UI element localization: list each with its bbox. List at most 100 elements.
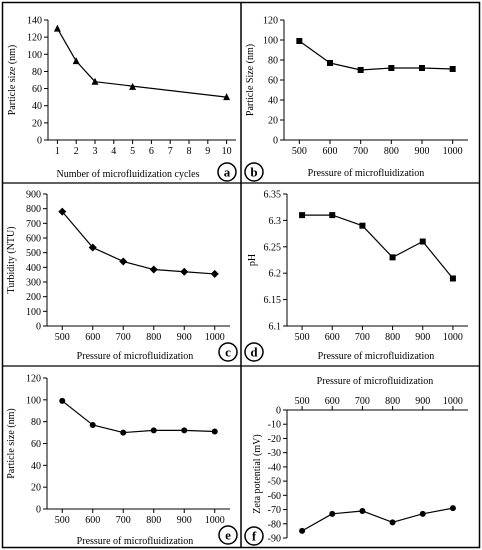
y-tick-label: -90 — [268, 534, 281, 545]
panel-c: 0 100 200 300 400 500 600 700 800 900 500 600 700 800… — [6, 190, 238, 362]
y-tick-label: 300 — [26, 278, 41, 289]
x-tick-label: 4 — [111, 146, 116, 157]
series-line-segment — [332, 510, 363, 515]
y-tick-label: 80 — [32, 67, 42, 78]
x-axis-title: Pressure of microfluidization — [318, 351, 435, 362]
y-tick-label: 600 — [26, 234, 41, 245]
data-point — [181, 427, 188, 434]
data-point — [419, 510, 426, 517]
x-tick-label: 900 — [415, 332, 430, 343]
y-tick-label: 100 — [26, 307, 41, 318]
series-line-segment — [332, 214, 363, 227]
y-tick-label: -70 — [268, 505, 281, 516]
series-line-segment — [184, 271, 215, 275]
x-tick-label: 500 — [295, 396, 310, 407]
y-tick-label: 100 — [26, 395, 41, 406]
data-point — [359, 507, 366, 514]
series-line-segment — [61, 211, 94, 248]
x-tick-label: 800 — [384, 146, 399, 157]
data-point — [58, 207, 67, 216]
series-line-segment — [153, 268, 185, 273]
x-tick-label: 500 — [55, 515, 70, 526]
y-tick-label: 6.2 — [269, 269, 282, 280]
data-point — [449, 66, 456, 72]
x-tick-label: 800 — [146, 515, 161, 526]
x-tick-label: 2 — [74, 146, 79, 157]
data-point — [211, 428, 218, 435]
y-tick-label: 6.15 — [264, 295, 282, 306]
x-axis-title: Pressure of microfluidization — [77, 536, 194, 547]
data-point — [88, 243, 97, 252]
y-tick-label: 20 — [268, 116, 278, 127]
x-axis-title: Pressure of microfluidization — [308, 168, 425, 179]
series-line-segment — [361, 225, 394, 258]
series-line-segment — [298, 40, 331, 64]
y-tick-label: -60 — [268, 491, 281, 502]
y-axis-title: Particle size (nm) — [7, 45, 18, 116]
y-tick-label: 0 — [273, 136, 278, 147]
y-tick-label: 100 — [27, 50, 42, 61]
y-tick-label: -40 — [268, 462, 281, 473]
x-tick-label: 3 — [93, 146, 98, 157]
y-axis-title: Turbidity (NTU) — [6, 226, 17, 293]
panel-badge-label: c — [225, 345, 231, 360]
series-line-segment — [123, 429, 154, 434]
data-point — [419, 238, 426, 245]
x-tick-label: 1 — [55, 146, 60, 157]
y-tick-label: 0 — [37, 136, 42, 147]
x-tick-label: 700 — [116, 332, 131, 343]
panel-badge — [217, 162, 237, 182]
y-axis-title: Zeta potential (mV) — [252, 434, 263, 513]
y-tick-label: 6.3 — [269, 216, 282, 227]
series-line-segment — [56, 28, 77, 62]
data-point — [120, 429, 127, 436]
y-tick-label: 0 — [276, 406, 281, 417]
x-tick-label: 700 — [116, 515, 131, 526]
y-axis-title: Particle size (nm) — [6, 408, 17, 479]
x-tick-label: 900 — [177, 515, 192, 526]
x-tick-label: 1000 — [443, 332, 463, 343]
x-tick-label: 8 — [187, 146, 192, 157]
data-point — [59, 397, 66, 404]
data-point — [299, 527, 306, 534]
panel-badge — [218, 525, 238, 545]
series-line-segment — [362, 510, 393, 523]
data-point — [91, 77, 99, 85]
x-tick-label: 9 — [205, 146, 210, 157]
series-line-segment — [392, 240, 424, 258]
data-point — [296, 38, 303, 44]
x-tick-label: 800 — [146, 332, 161, 343]
x-tick-label: 1000 — [443, 146, 463, 157]
x-tick-label: 600 — [85, 332, 100, 343]
y-tick-label: 20 — [32, 118, 42, 129]
data-point — [329, 510, 336, 517]
y-tick-label: 80 — [268, 56, 278, 67]
data-point — [72, 57, 80, 65]
x-tick-label: 7 — [168, 146, 173, 157]
x-axis-title: Pressure of microfluidization — [77, 351, 194, 362]
y-tick-label: 700 — [26, 219, 41, 230]
x-axis-title: Pressure of microfluidization — [317, 376, 434, 387]
series-line-segment — [92, 246, 124, 263]
y-tick-label: 120 — [27, 33, 42, 44]
y-tick-label: 0 — [36, 322, 41, 333]
y-tick-label: 60 — [268, 76, 278, 87]
panel-badge — [244, 526, 264, 546]
x-tick-label: 500 — [295, 332, 310, 343]
data-point — [449, 505, 456, 512]
y-tick-label: -30 — [268, 448, 281, 459]
panel-b: 0 20 40 60 80 100 120 500 600 700 800 900 1000 Pressu… — [244, 16, 468, 182]
series-line-segment — [329, 62, 361, 71]
y-tick-label: 6.25 — [264, 242, 282, 253]
y-tick-label: 400 — [26, 263, 41, 274]
panel-badge — [244, 342, 264, 362]
y-axis-title: Particle Size (nm) — [245, 44, 256, 116]
y-tick-label: 900 — [26, 190, 41, 201]
y-tick-label: 60 — [31, 439, 41, 450]
series-line-segment — [61, 400, 94, 426]
data-point — [359, 222, 366, 229]
y-tick-label: 60 — [32, 84, 42, 95]
y-tick-label: 120 — [26, 374, 41, 385]
series-line-segment — [392, 513, 423, 523]
